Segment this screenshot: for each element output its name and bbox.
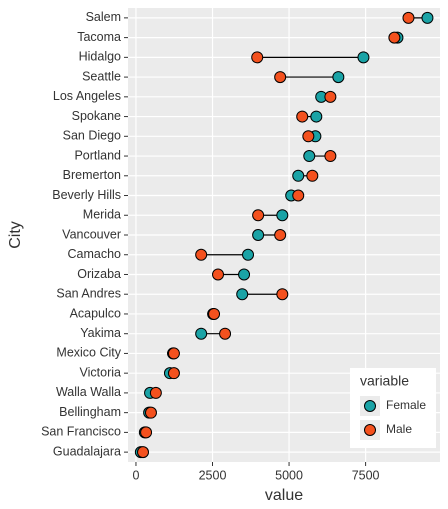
x-tick-label: 7500 xyxy=(352,468,380,482)
point xyxy=(212,268,225,281)
y-tick-label: Mexico City xyxy=(56,346,121,360)
point xyxy=(195,327,208,340)
point xyxy=(167,347,180,360)
point xyxy=(140,426,153,439)
point xyxy=(303,150,316,163)
point xyxy=(242,248,255,261)
point xyxy=(292,189,305,202)
y-tick-label: Los Angeles xyxy=(53,89,121,103)
point xyxy=(149,386,162,399)
point xyxy=(236,288,249,301)
y-axis-label: City xyxy=(7,221,24,249)
y-tick-label: Orizaba xyxy=(77,267,121,281)
point xyxy=(252,209,265,222)
point xyxy=(357,51,370,64)
y-tick-label: Bellingham xyxy=(59,405,121,419)
y-tick-label: Bremerton xyxy=(63,168,121,182)
y-tick-label: San Diego xyxy=(63,129,121,143)
point xyxy=(296,110,309,123)
point xyxy=(274,71,287,84)
legend-marker xyxy=(364,400,376,412)
y-tick-label: Spokane xyxy=(72,109,121,123)
point xyxy=(137,446,150,459)
point xyxy=(388,31,401,44)
y-tick-label: Seattle xyxy=(82,69,121,83)
point xyxy=(324,150,337,163)
x-axis-label: value xyxy=(265,487,303,504)
point xyxy=(252,229,265,241)
x-tick-label: 0 xyxy=(132,468,139,482)
legend-label: Male xyxy=(386,422,412,436)
point xyxy=(208,307,221,320)
y-tick-label: Camacho xyxy=(68,247,122,261)
point xyxy=(251,51,264,64)
y-tick-label: Acapulco xyxy=(70,306,121,320)
point xyxy=(144,406,157,419)
point xyxy=(276,209,289,222)
point xyxy=(310,110,323,123)
y-tick-label: Yakima xyxy=(80,326,121,340)
x-tick-label: 5000 xyxy=(275,468,303,482)
point xyxy=(292,169,305,182)
legend-label: Female xyxy=(386,398,426,412)
y-tick-label: Portland xyxy=(74,148,121,162)
y-tick-label: Beverly Hills xyxy=(52,188,121,202)
y-tick-label: Vancouver xyxy=(62,227,121,241)
y-tick-label: Tacoma xyxy=(77,30,121,44)
legend-title: variable xyxy=(360,373,409,389)
point xyxy=(402,11,415,24)
y-tick-label: Merida xyxy=(83,208,121,222)
y-tick-label: Victoria xyxy=(80,365,122,379)
point xyxy=(219,327,232,340)
y-tick-label: Walla Walla xyxy=(56,385,121,399)
point xyxy=(274,229,287,241)
point xyxy=(324,90,337,103)
point xyxy=(332,71,345,84)
point xyxy=(306,169,319,182)
y-tick-label: Salem xyxy=(86,10,121,24)
point xyxy=(195,248,208,261)
y-tick-label: Hidalgo xyxy=(79,50,121,64)
legend-marker xyxy=(364,424,376,436)
x-tick-label: 2500 xyxy=(199,468,227,482)
point xyxy=(238,268,251,281)
point xyxy=(276,288,289,301)
y-tick-label: Guadalajara xyxy=(53,444,121,458)
point xyxy=(421,11,434,24)
point xyxy=(167,367,180,380)
point xyxy=(302,130,315,143)
y-tick-label: San Andres xyxy=(56,287,121,301)
y-tick-label: San Francisco xyxy=(41,425,121,439)
